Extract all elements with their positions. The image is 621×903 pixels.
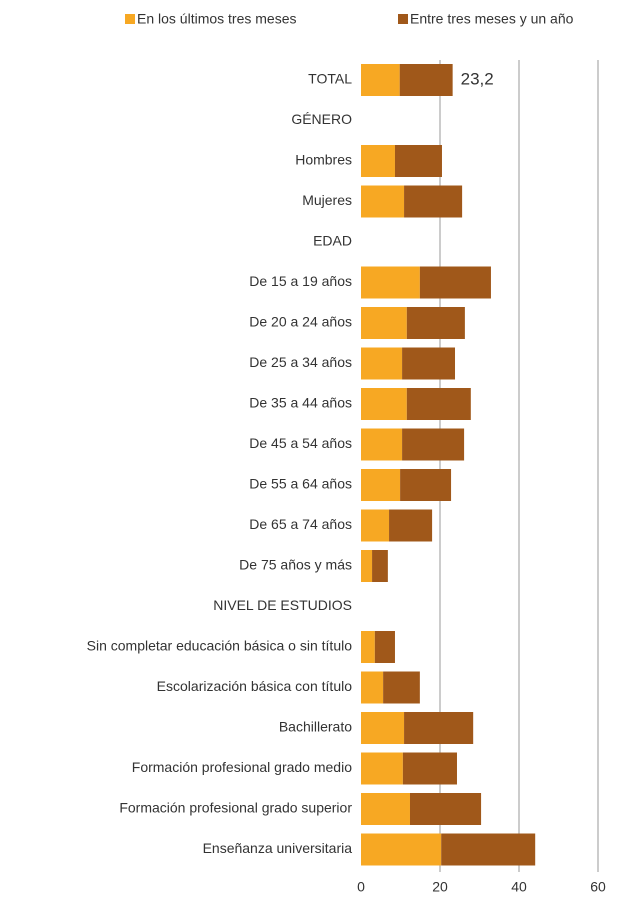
y-tick-label: Escolarización básica con título [157,678,353,694]
bar-segment [404,712,474,744]
bar-segment [361,64,400,96]
bar-segment [361,712,405,744]
bar-segment [361,266,420,299]
bar-segment [361,793,410,825]
bar-segment [361,509,390,542]
y-tick-label: TOTAL [308,71,352,87]
bar-segment [399,64,453,96]
y-tick-label: De 75 años y más [239,557,352,573]
y-tick-label: Mujeres [302,192,352,208]
bar-segment [361,671,384,704]
bar-segment [361,428,403,461]
bar-segment [441,833,536,866]
legend-swatch [125,14,135,24]
annotation: 23,2 [461,69,494,88]
bar-segment [361,347,403,380]
bar-segment [404,185,463,218]
bar-segment [400,469,452,501]
x-tick-label: 20 [432,879,448,895]
legend-swatch [398,14,408,24]
x-tick-label: 60 [590,879,606,895]
bar-segment [374,631,395,663]
bar-segment [361,469,401,501]
y-tick-label: Sin completar educación básica o sin tít… [87,638,353,654]
bar-segment [361,185,405,218]
bar-segment [409,793,482,825]
y-tick-label: De 65 a 74 años [249,516,352,532]
y-tick-label: EDAD [313,233,352,249]
bar-segment [372,550,388,582]
bar-segment [402,752,457,785]
x-tick-label: 0 [357,879,365,895]
y-tick-label: De 25 a 34 años [249,354,352,370]
bar-segment [419,266,491,299]
y-tick-label: GÉNERO [291,111,352,127]
bar-segment [361,145,395,177]
y-tick-label: De 15 a 19 años [249,273,352,289]
y-tick-label: NIVEL DE ESTUDIOS [213,597,352,613]
bar-segment [361,631,375,663]
bar-segment [402,428,465,461]
bar-segment [406,307,465,339]
bar-segment [383,671,420,704]
legend-label: En los últimos tres meses [137,11,297,27]
y-tick-label: De 20 a 24 años [249,314,352,330]
bar-segment [394,145,442,177]
bar-segment [361,833,442,866]
bar-segment [361,550,373,582]
x-tick-label: 40 [511,879,527,895]
y-tick-label: Enseñanza universitaria [203,840,353,856]
bar-segment [402,347,456,380]
y-tick-label: De 55 a 64 años [249,476,352,492]
y-tick-label: Formación profesional grado medio [132,759,352,775]
bar-segment [406,388,471,420]
legend-label: Entre tres meses y un año [410,11,574,27]
y-tick-label: Formación profesional grado superior [119,800,352,816]
y-tick-label: De 35 a 44 años [249,395,352,411]
bar-segment [361,752,403,785]
y-tick-label: De 45 a 54 años [249,435,352,451]
bar-segment [361,307,407,339]
bar-segment [389,509,433,542]
y-tick-label: Hombres [295,152,352,168]
bar-segment [361,388,407,420]
y-tick-label: Bachillerato [279,719,352,735]
